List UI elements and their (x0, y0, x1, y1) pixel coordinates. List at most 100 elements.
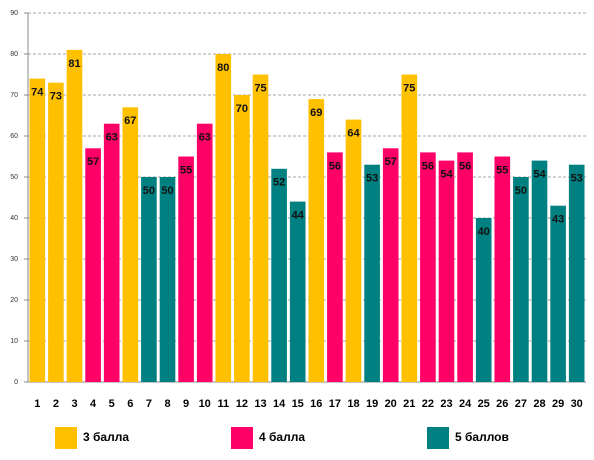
y-tick-label: 90 (10, 10, 18, 17)
data-label: 50 (161, 185, 173, 197)
x-tick-label: 19 (366, 398, 378, 410)
bar (364, 164, 380, 382)
x-tick-label: 7 (146, 398, 152, 410)
bar (234, 95, 250, 382)
x-tick-label: 28 (533, 398, 545, 410)
data-label: 69 (310, 107, 322, 119)
x-tick-label: 11 (217, 398, 229, 410)
data-label: 67 (124, 115, 136, 127)
y-tick-label: 0 (14, 379, 18, 386)
bar (271, 168, 287, 382)
data-label: 74 (31, 87, 44, 99)
x-tick-label: 30 (571, 398, 583, 410)
x-tick-label: 25 (478, 398, 490, 410)
x-tick-label: 27 (515, 398, 527, 410)
data-label: 56 (329, 160, 341, 172)
x-tick-label: 17 (329, 398, 341, 410)
legend-label: 4 балла (259, 430, 305, 444)
data-label: 40 (478, 226, 490, 238)
bar (103, 123, 120, 382)
y-tick-label: 10 (10, 338, 18, 345)
data-label: 55 (180, 164, 192, 176)
x-tick-label: 10 (199, 398, 211, 410)
x-tick-label: 18 (347, 398, 359, 410)
x-tick-label: 23 (440, 398, 452, 410)
y-tick-label: 20 (10, 297, 18, 304)
data-label: 80 (217, 62, 229, 74)
legend-swatch (427, 427, 449, 449)
data-label: 63 (199, 132, 211, 144)
x-tick-label: 5 (109, 398, 115, 410)
data-label: 57 (385, 156, 397, 168)
bar (29, 78, 46, 382)
bar (327, 152, 343, 382)
bar (289, 201, 306, 382)
bar (457, 152, 473, 382)
data-label: 44 (292, 210, 305, 222)
x-tick-label: 12 (236, 398, 248, 410)
bar (420, 152, 436, 382)
data-label: 55 (496, 164, 508, 176)
x-tick-label: 16 (310, 398, 322, 410)
data-label: 75 (403, 82, 415, 94)
data-label: 56 (422, 160, 434, 172)
data-label: 81 (68, 58, 80, 70)
data-label: 63 (106, 132, 118, 144)
legend-label: 3 балла (83, 430, 129, 444)
x-tick-label: 21 (403, 398, 415, 410)
x-tick-label: 9 (183, 398, 189, 410)
bar (48, 82, 64, 382)
data-label: 53 (366, 173, 378, 185)
bar (141, 177, 157, 382)
bar (475, 218, 492, 382)
legend-swatch (231, 427, 253, 449)
x-tick-label: 24 (459, 398, 472, 410)
legend-swatch (55, 427, 77, 449)
bar (215, 54, 232, 382)
bar (345, 119, 362, 382)
x-tick-label: 20 (385, 398, 397, 410)
data-label: 54 (440, 169, 453, 181)
data-label: 53 (571, 173, 583, 185)
bar (196, 123, 213, 382)
bar (401, 74, 418, 382)
y-tick-label: 30 (10, 256, 18, 263)
bar (513, 177, 529, 382)
x-tick-label: 22 (422, 398, 434, 410)
legend-label: 5 баллов (455, 430, 509, 444)
bar (178, 156, 194, 382)
data-label: 43 (552, 214, 564, 226)
x-tick-label: 2 (53, 398, 59, 410)
x-tick-label: 3 (71, 398, 77, 410)
data-label: 57 (87, 156, 99, 168)
data-label: 50 (143, 185, 155, 197)
data-label: 73 (50, 91, 62, 103)
x-tick-label: 26 (496, 398, 508, 410)
y-tick-label: 40 (10, 215, 18, 222)
x-tick-label: 8 (164, 398, 170, 410)
x-tick-label: 14 (273, 398, 286, 410)
x-tick-label: 1 (34, 398, 40, 410)
bar (382, 148, 399, 382)
data-label: 52 (273, 177, 285, 189)
bar (438, 160, 455, 382)
y-tick-label: 50 (10, 174, 18, 181)
bar (531, 160, 548, 382)
bar (85, 148, 101, 382)
bar (252, 74, 269, 382)
x-tick-label: 4 (90, 398, 97, 410)
bar (159, 177, 176, 382)
y-tick-label: 80 (10, 51, 18, 58)
bar (494, 156, 511, 382)
data-label: 54 (533, 169, 546, 181)
x-tick-label: 13 (254, 398, 266, 410)
data-label: 56 (459, 160, 471, 172)
data-label: 75 (254, 82, 266, 94)
bar (308, 99, 325, 382)
bar (66, 49, 83, 383)
y-tick-label: 70 (10, 92, 18, 99)
bar (550, 205, 566, 382)
data-label: 50 (515, 185, 527, 197)
x-tick-label: 29 (552, 398, 564, 410)
